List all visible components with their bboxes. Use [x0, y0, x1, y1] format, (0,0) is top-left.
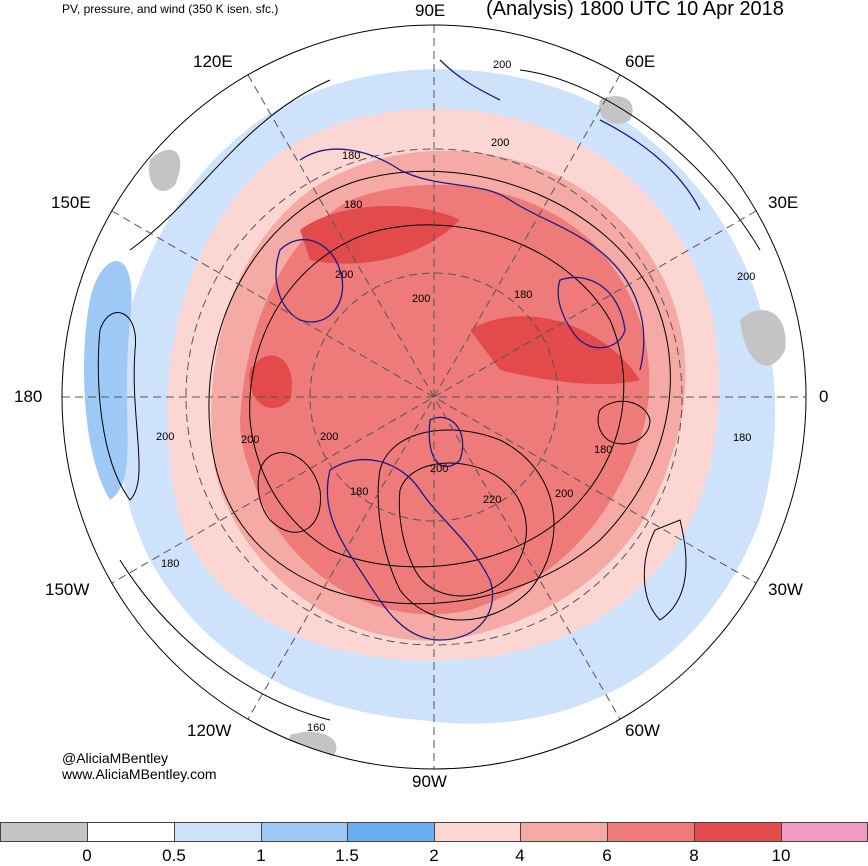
pv-peak-region-3	[249, 355, 292, 409]
colorbar-tick: 8	[689, 846, 699, 865]
colorbar-segment	[261, 822, 349, 842]
pv-peak-region-2	[470, 316, 640, 385]
pv-negative-patch-4	[599, 96, 633, 124]
contour-label-group: 200 200 180 180 200 200 180 200 200 180 …	[156, 59, 755, 734]
colorbar-segment	[520, 822, 608, 842]
lon-label-180: 180	[14, 387, 43, 406]
colorbar-segment	[607, 822, 695, 842]
colorbar-tick: 6	[602, 846, 612, 865]
colorbar-segment	[781, 822, 868, 842]
contour-label: 200	[430, 463, 448, 475]
colorbar-segment	[174, 822, 262, 842]
contour-label: 180	[342, 150, 360, 162]
lon-label-90w: 90W	[412, 772, 447, 791]
colorbar-segment	[434, 822, 522, 842]
contour-label: 200	[320, 431, 338, 443]
pressure-contours	[97, 69, 761, 721]
map-title: (Analysis) 1800 UTC 10 Apr 2018	[486, 0, 784, 20]
colorbar-tick: 0.5	[162, 846, 186, 865]
contour-label: 200	[491, 137, 509, 149]
pv-peak-region-1	[300, 206, 460, 264]
lon-label-150e: 150E	[51, 193, 91, 212]
contour-label: 200	[737, 271, 755, 283]
lon-label-90e: 90E	[415, 1, 446, 20]
map-border	[61, 24, 807, 770]
colorbar-tick: 2	[429, 846, 439, 865]
credit-twitter: @AliciaMBentley	[62, 750, 169, 766]
map-subtitle: PV, pressure, and wind (350 K isen. sfc.…	[62, 2, 279, 16]
contour-label: 200	[412, 293, 430, 305]
contour-label: 200	[555, 488, 573, 500]
colorbar-segment	[87, 822, 175, 842]
contour-label: 180	[350, 486, 368, 498]
colorbar-tick: 10	[771, 846, 791, 865]
pv-negative-patch-1	[149, 149, 181, 191]
pv-negative-patch-2	[740, 310, 786, 366]
colorbar-segment	[347, 822, 435, 842]
contour-label: 200	[241, 434, 259, 446]
credit-website: www.AliciaMBentley.com	[62, 766, 217, 782]
contour-label: 180	[594, 444, 612, 456]
contour-label: 180	[733, 432, 751, 444]
colorbar-tick: 1	[256, 846, 266, 865]
lon-label-0: 0	[819, 387, 829, 406]
colorbar-tick: 4	[515, 846, 525, 865]
contour-label: 180	[161, 558, 179, 570]
pv-low-band-2	[84, 261, 132, 500]
lon-label-30w: 30W	[768, 580, 803, 599]
lon-label-60e: 60E	[625, 52, 656, 71]
contour-label: 200	[493, 59, 511, 71]
lon-label-150w: 150W	[45, 580, 90, 599]
contour-label: 160	[307, 722, 325, 734]
lon-label-60w: 60W	[625, 721, 660, 740]
contour-label: 180	[344, 199, 362, 211]
graticule	[62, 25, 806, 769]
colorbar-tick: 0	[82, 846, 92, 865]
contour-label: 180	[514, 289, 532, 301]
contour-label: 200	[335, 269, 353, 281]
colorbar-segment	[694, 822, 782, 842]
lon-label-120w: 120W	[187, 721, 232, 740]
contour-label: 200	[156, 431, 174, 443]
colorbar	[0, 822, 868, 844]
contour-label: 220	[483, 494, 501, 506]
lon-label-30e: 30E	[768, 193, 799, 212]
lon-label-120e: 120E	[193, 52, 233, 71]
colorbar-tick: 1.5	[335, 846, 359, 865]
colorbar-segment	[0, 822, 88, 842]
